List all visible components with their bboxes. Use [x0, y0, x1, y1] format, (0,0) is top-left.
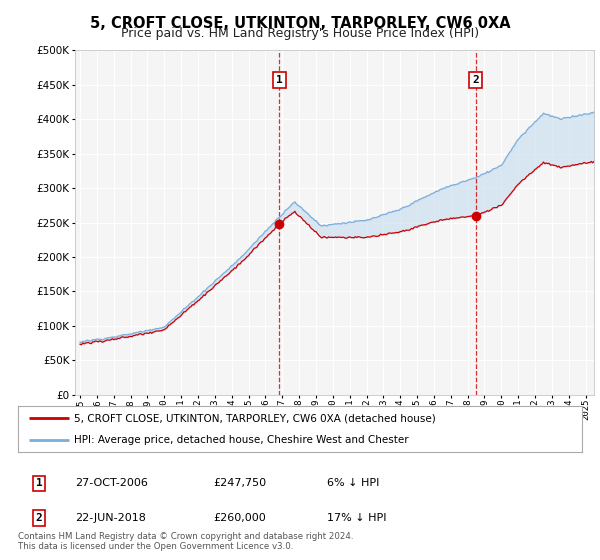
Text: 22-JUN-2018: 22-JUN-2018 [75, 513, 146, 523]
Text: 2: 2 [472, 74, 479, 85]
Text: Price paid vs. HM Land Registry's House Price Index (HPI): Price paid vs. HM Land Registry's House … [121, 27, 479, 40]
Text: 5, CROFT CLOSE, UTKINTON, TARPORLEY, CW6 0XA (detached house): 5, CROFT CLOSE, UTKINTON, TARPORLEY, CW6… [74, 413, 436, 423]
Text: 5, CROFT CLOSE, UTKINTON, TARPORLEY, CW6 0XA: 5, CROFT CLOSE, UTKINTON, TARPORLEY, CW6… [89, 16, 511, 31]
Text: 27-OCT-2006: 27-OCT-2006 [75, 478, 148, 488]
Text: £260,000: £260,000 [213, 513, 266, 523]
Text: Contains HM Land Registry data © Crown copyright and database right 2024.
This d: Contains HM Land Registry data © Crown c… [18, 531, 353, 551]
Text: 1: 1 [276, 74, 283, 85]
Text: HPI: Average price, detached house, Cheshire West and Chester: HPI: Average price, detached house, Ches… [74, 435, 409, 445]
Text: 6% ↓ HPI: 6% ↓ HPI [327, 478, 379, 488]
Text: £247,750: £247,750 [213, 478, 266, 488]
Text: 1: 1 [35, 478, 43, 488]
Text: 2: 2 [35, 513, 43, 523]
Text: 17% ↓ HPI: 17% ↓ HPI [327, 513, 386, 523]
